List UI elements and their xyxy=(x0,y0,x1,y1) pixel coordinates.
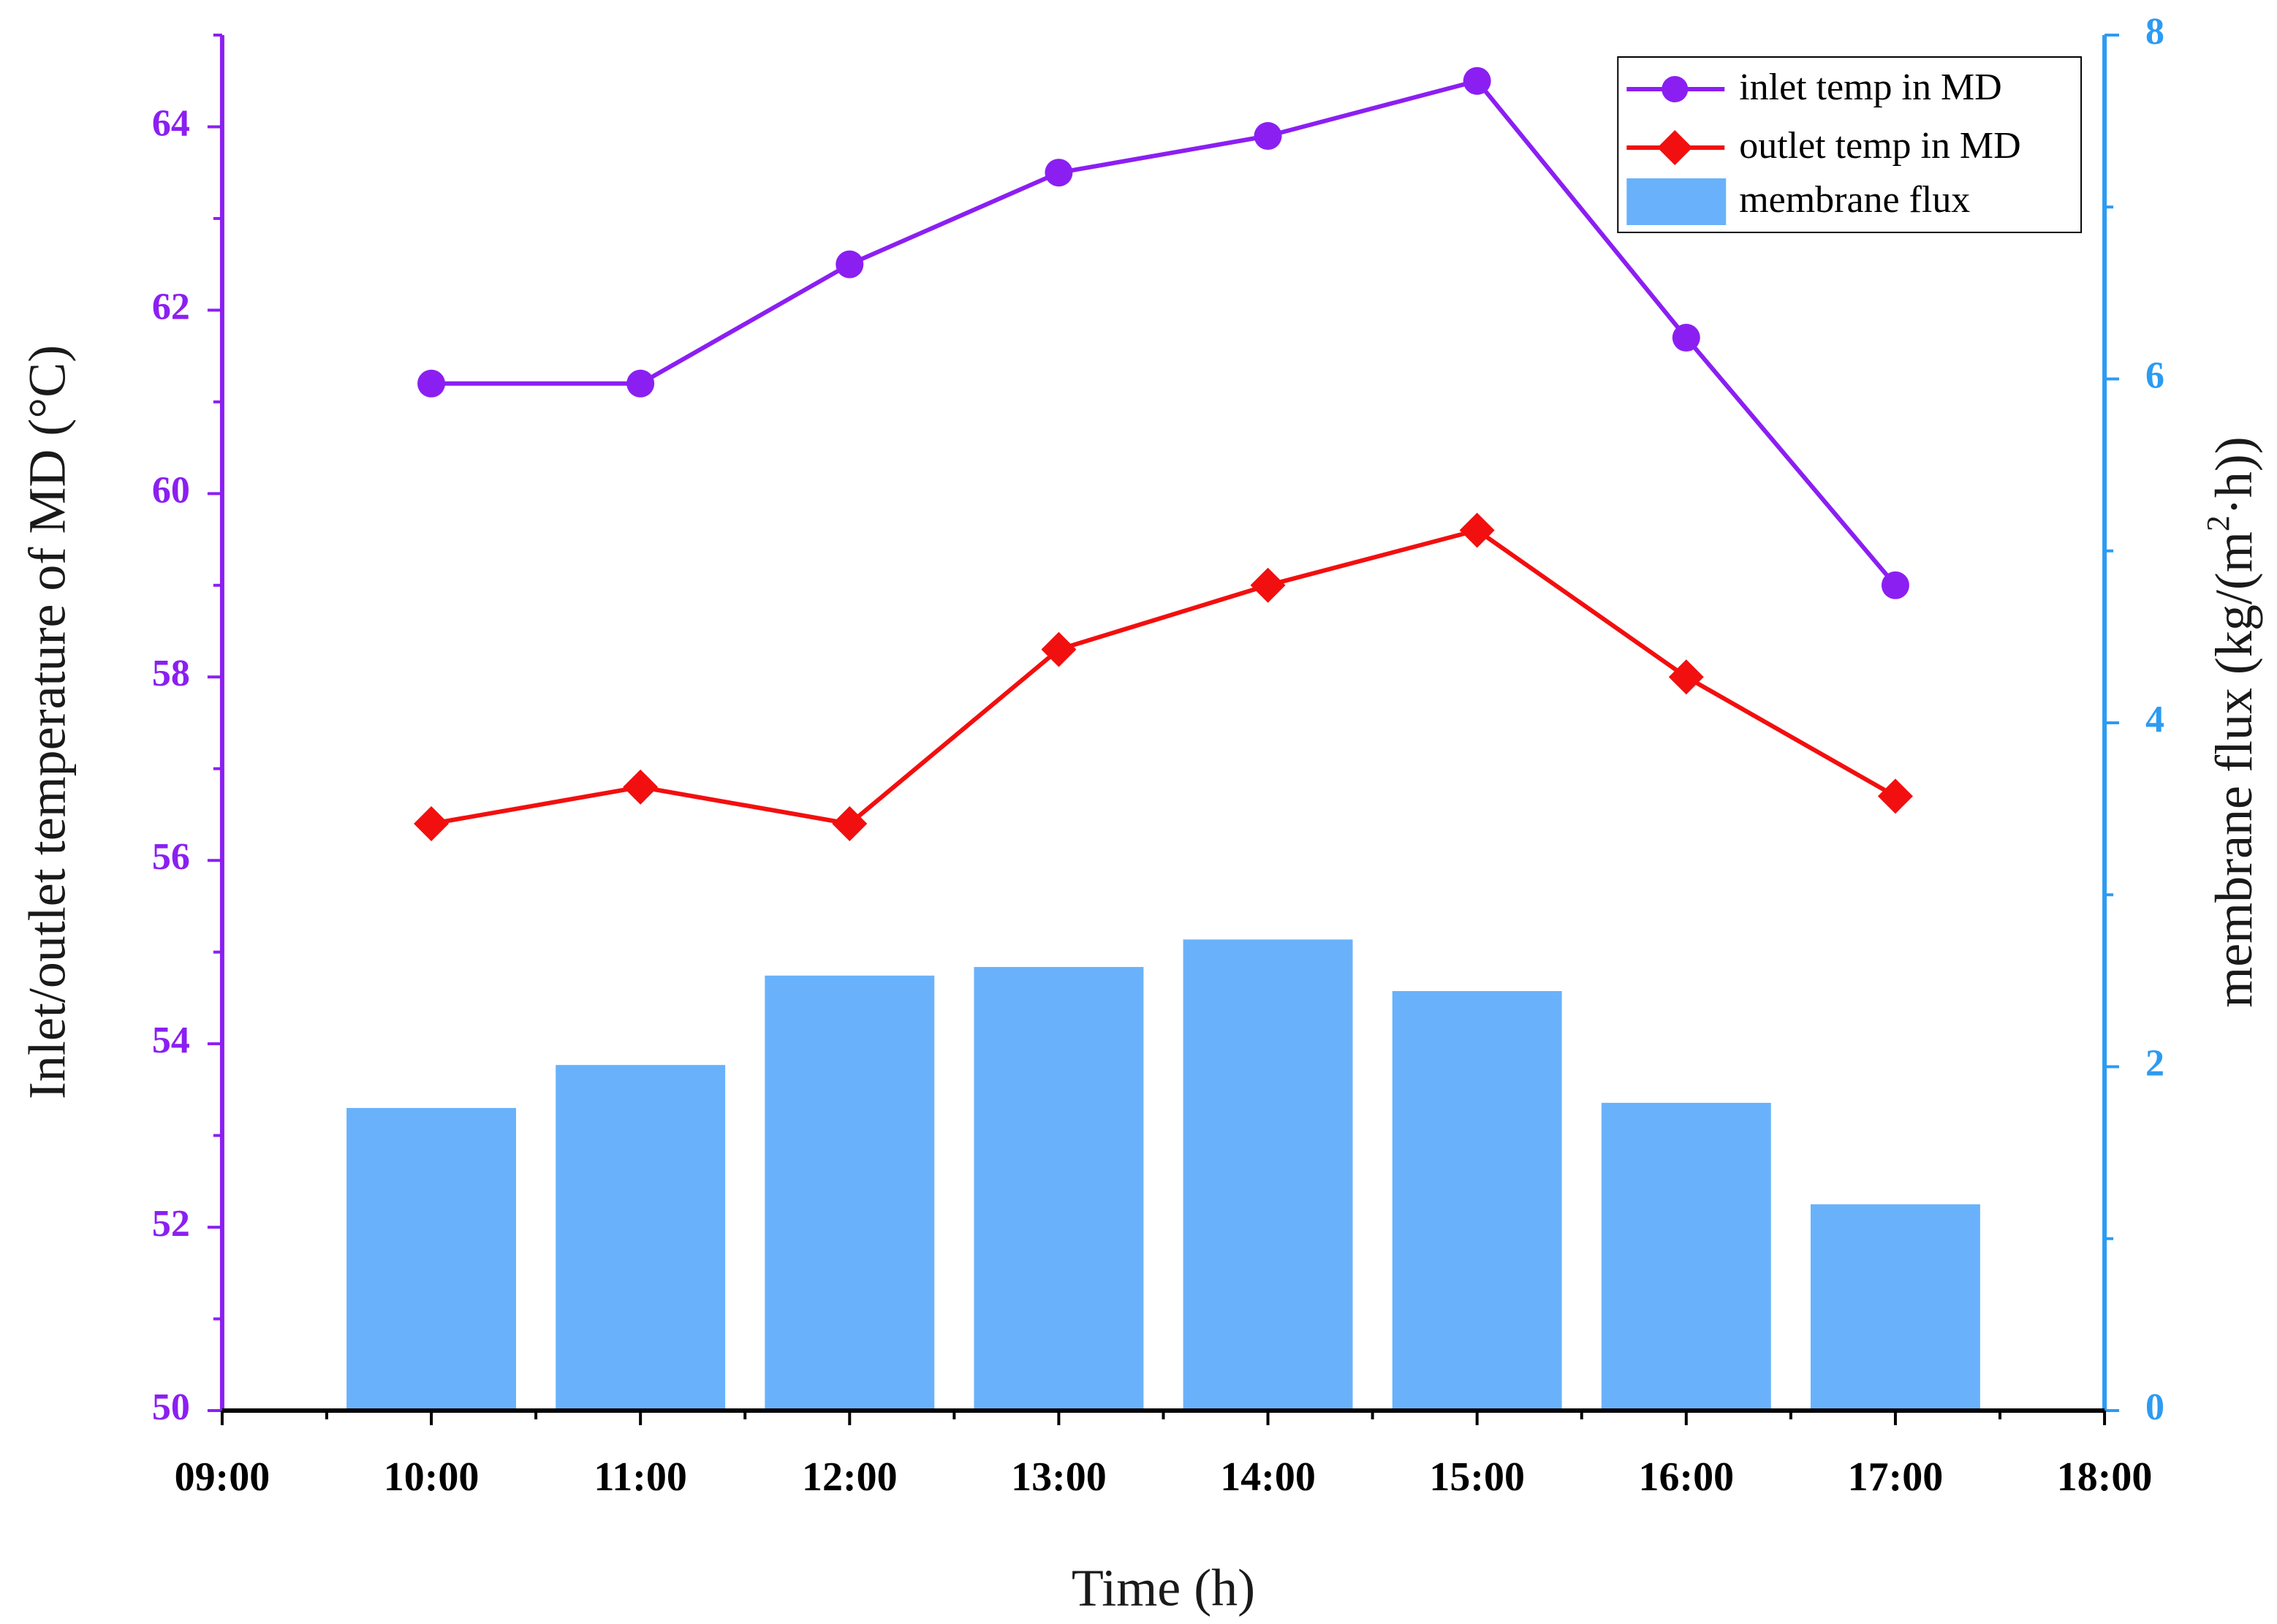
x-tick-label-1000: 10:00 xyxy=(384,1454,480,1500)
left-tick-label-56: 56 xyxy=(152,836,190,878)
bar-flux-1700 xyxy=(1810,1204,1980,1411)
series-line-outlet xyxy=(431,528,1897,827)
point-outlet-1100 xyxy=(623,769,659,805)
right-tick-label-0: 0 xyxy=(2145,1386,2164,1428)
point-outlet-1700 xyxy=(1877,778,1913,814)
point-inlet-1500 xyxy=(1463,67,1491,95)
axes-layer: 50 52 54 56 58 60 62 64 0 2 4 6 8 09:00 10:00 11:00 12:0… xyxy=(152,11,2164,1500)
left-tick-label-60: 60 xyxy=(152,469,190,511)
right-axis-title-end: ·h)) xyxy=(2205,436,2263,515)
bar-flux-1100 xyxy=(556,1065,726,1411)
right-axis-title-main: membrane flux (kg/(m xyxy=(2205,531,2263,1008)
legend-flux-swatch xyxy=(1626,178,1727,225)
right-tick-label-8: 8 xyxy=(2145,11,2164,53)
bar-flux-1000 xyxy=(346,1107,516,1411)
right-axis-title-superscript: 2 xyxy=(2200,515,2236,531)
bar-flux-1400 xyxy=(1183,939,1353,1411)
x-tick-label-1800: 18:00 xyxy=(2057,1454,2153,1500)
right-axis-title: membrane flux (kg/(m2·h)) xyxy=(2200,436,2262,1008)
point-inlet-1300 xyxy=(1045,159,1073,187)
right-tick-label-6: 6 xyxy=(2145,354,2164,396)
x-axis-title: Time (h) xyxy=(1072,1559,1255,1617)
left-tick-label-64: 64 xyxy=(152,102,190,144)
x-tick-label-1500: 15:00 xyxy=(1429,1454,1525,1500)
x-tick-label-1200: 12:00 xyxy=(802,1454,898,1500)
bar-flux-1200 xyxy=(765,975,935,1411)
right-tick-label-2: 2 xyxy=(2145,1042,2164,1084)
x-tick-label-1400: 14:00 xyxy=(1220,1454,1316,1500)
point-outlet-1500 xyxy=(1459,512,1495,548)
bars-layer xyxy=(346,939,1980,1411)
series-line-inlet xyxy=(431,78,1898,587)
point-inlet-1400 xyxy=(1254,122,1282,151)
left-tick-label-62: 62 xyxy=(152,286,190,327)
x-tick-label-1100: 11:00 xyxy=(594,1454,687,1500)
point-outlet-1200 xyxy=(832,806,868,842)
left-tick-label-50: 50 xyxy=(152,1386,190,1428)
point-outlet-1600 xyxy=(1668,659,1704,695)
left-tick-label-54: 54 xyxy=(152,1020,190,1061)
point-inlet-1700 xyxy=(1881,571,1909,599)
left-tick-label-58: 58 xyxy=(152,653,190,694)
point-inlet-1000 xyxy=(417,369,446,398)
left-tick-label-52: 52 xyxy=(152,1203,190,1245)
bar-flux-1300 xyxy=(974,967,1144,1411)
x-tick-label-0900: 09:00 xyxy=(175,1454,270,1500)
legend-flux-label: membrane flux xyxy=(1739,179,1970,221)
legend-inlet-label: inlet temp in MD xyxy=(1739,67,2001,108)
x-tick-label-1300: 13:00 xyxy=(1011,1454,1107,1500)
point-inlet-1600 xyxy=(1672,324,1700,352)
point-inlet-1200 xyxy=(836,250,864,278)
legend-inlet-marker xyxy=(1662,76,1689,102)
point-inlet-1100 xyxy=(626,369,655,398)
bar-flux-1600 xyxy=(1601,1102,1771,1411)
left-axis-title: Inlet/outlet temperature of MD (°C) xyxy=(18,345,77,1099)
x-tick-label-1600: 16:00 xyxy=(1639,1454,1735,1500)
right-tick-label-4: 4 xyxy=(2145,699,2164,740)
point-outlet-1000 xyxy=(414,806,450,842)
legend: inlet temp in MD outlet temp in MD membr… xyxy=(1617,56,2083,233)
bar-flux-1500 xyxy=(1392,990,1562,1411)
x-tick-label-1700: 17:00 xyxy=(1848,1454,1944,1500)
legend-outlet-label: outlet temp in MD xyxy=(1739,125,2020,167)
point-outlet-1400 xyxy=(1250,567,1286,603)
